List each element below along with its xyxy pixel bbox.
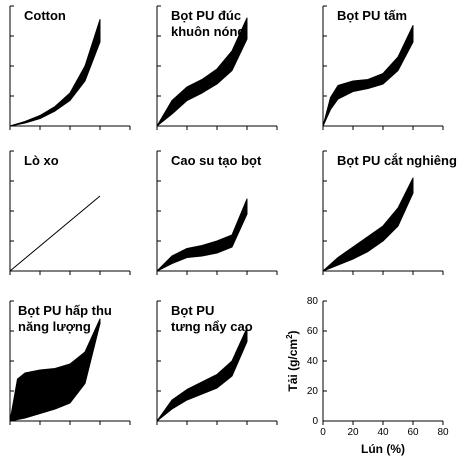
x-tick-label: 0 — [320, 427, 326, 438]
y-tick-label: 20 — [307, 386, 319, 397]
x-axis-label: Lún (%) — [361, 442, 405, 456]
chart-panel-9: 0 20 40 60 80 0 20 40 60 80 Lún (%) Tải (g/cm2) — [285, 296, 449, 456]
y-tick-label: 80 — [307, 296, 319, 307]
hysteresis-band — [322, 25, 414, 127]
y-tick-label: 0 — [312, 416, 318, 427]
hysteresis-band — [322, 177, 414, 272]
panel-title-line: Bọt PU cắt nghiêng — [337, 153, 457, 168]
hysteresis-band — [156, 327, 248, 422]
panel-title-line: Bọt PU đúc — [171, 8, 241, 23]
panel-title-line: khuôn nóng — [171, 24, 245, 39]
y-axis-label-superscript: 2 — [285, 334, 294, 339]
y-tick-label: 60 — [307, 326, 319, 337]
y-axis-label-close: ) — [286, 330, 300, 334]
panel-title-line: Bọt PU tấm — [337, 8, 407, 23]
x-tick-label: 80 — [437, 427, 449, 438]
y-axis-label: Tải (g/cm2) — [285, 330, 300, 391]
x-tick-label: 40 — [377, 427, 389, 438]
x-tick-label: 20 — [347, 427, 359, 438]
panel-title-line: Bọt PU — [171, 303, 214, 318]
x-tick-label: 60 — [407, 427, 419, 438]
chart-panel-6: Bọt PU cắt nghiêng — [322, 150, 457, 275]
hysteresis-band — [9, 318, 101, 422]
panel-title-line: Lò xo — [24, 153, 59, 168]
hysteresis-band — [156, 198, 248, 272]
chart-panel-3: Bọt PU tấm — [322, 5, 444, 130]
y-axis-label-main: Tải (g/cm — [286, 339, 300, 392]
y-tick-label: 40 — [307, 356, 319, 367]
linear-line — [9, 195, 101, 272]
hysteresis-band — [156, 17, 248, 127]
panel-title-line: tưng nẩy cao — [171, 319, 253, 334]
panel-title-line: Cotton — [24, 8, 66, 23]
chart-panel-5: Cao su tạo bọt — [156, 150, 278, 275]
panel-title-line: năng lượng — [18, 319, 91, 334]
chart-panel-4: Lò xo — [9, 150, 131, 275]
chart-panel-1: Cotton — [9, 5, 131, 130]
panel-title-line: Cao su tạo bọt — [171, 153, 262, 168]
panel-title-line: Bọt PU hấp thu — [18, 303, 112, 318]
hysteresis-band — [9, 19, 101, 127]
